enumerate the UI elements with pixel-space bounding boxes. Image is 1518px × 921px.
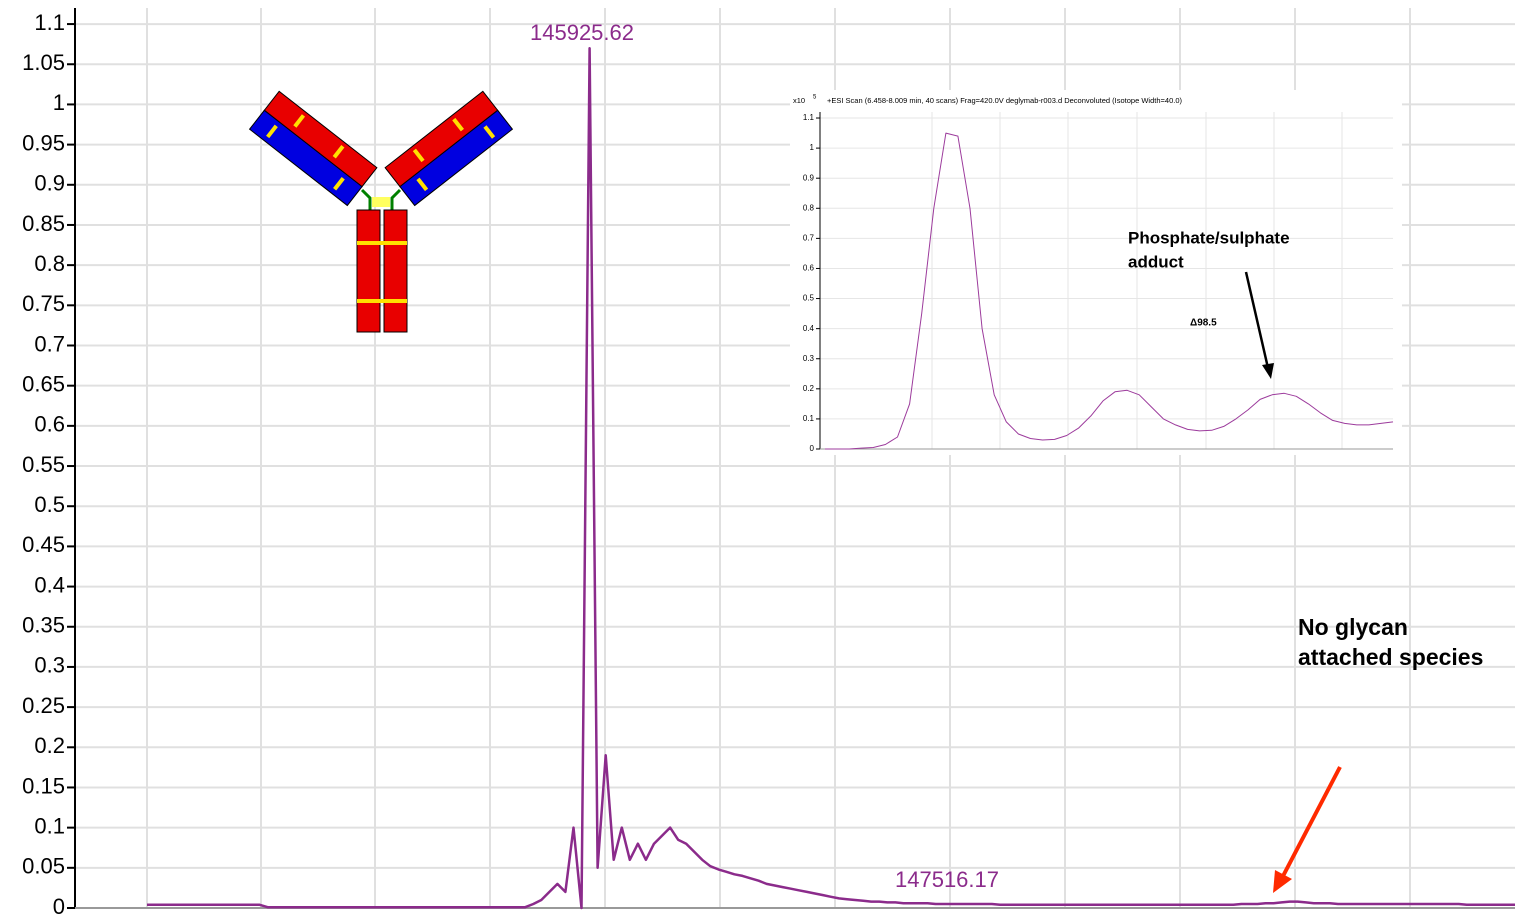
y-tick-label: 1.1 [34,10,65,35]
inset-plot: 0 0.1 0.2 0.3 0.4 0.5 0.6 0.7 0.8 0.9 1 1.1 [803,112,1394,453]
annotation: attached species [1298,644,1483,670]
y-tick-label: 1 [810,143,815,152]
peak-label: 147516.17 [895,867,999,892]
antibody-diagram [248,90,514,333]
series-line [825,132,1394,450]
y-tick-label: 0.05 [22,854,65,879]
y-tick-label: 0.9 [34,171,65,196]
y-multiplier: x10 [793,96,805,105]
y-tick-label: 0.9 [803,173,815,182]
y-tick-label: 0.15 [22,773,65,798]
y-tick-label: 0.6 [34,412,65,437]
y-tick-label: 0.2 [803,384,815,393]
y-tick-label: 0.4 [34,572,65,597]
y-tick-label: 0.6 [803,264,815,273]
y-tick-label: 0.35 [22,613,65,638]
annotation: No glycan [1298,614,1408,640]
y-tick-label: 0.45 [22,532,65,557]
y-tick-label: 1.05 [22,50,65,75]
arrow [1273,766,1342,893]
y-tick-label: 0.2 [34,733,65,758]
y-tick-label: 0.95 [22,130,65,155]
y-tick-label: 1 [53,90,65,115]
y-tick-label: 0.1 [34,813,65,838]
y-tick-label: 0.8 [803,203,815,212]
annotation: Δ98.5 [1190,318,1217,329]
y-tick-label: 0.5 [34,492,65,517]
y-exponent: 5 [813,95,817,101]
y-tick-label: 0.65 [22,371,65,396]
peak-label: 145925.62 [530,20,634,45]
arrow [1244,271,1274,379]
y-tick-label: 0.1 [803,414,815,423]
y-tick-label: 0.4 [803,324,815,333]
y-tick-label: 0 [53,894,65,919]
y-tick-label: 0 [810,444,815,453]
y-tick-label: 0.75 [22,291,65,316]
y-tick-label: 1.1 [803,113,815,122]
inset-title: +ESI Scan (6.458-8.009 min, 40 scans) Fr… [827,96,1183,105]
inset-background [790,90,1402,455]
annotation: adduct [1128,252,1184,271]
y-tick-label: 0.3 [34,653,65,678]
y-tick-label: 0.7 [803,233,815,242]
annotation: Phosphate/sulphate [1128,228,1290,247]
y-tick-label: 0.25 [22,693,65,718]
y-tick-label: 0.8 [34,251,65,276]
series-line [147,46,1515,910]
y-tick-label: 0.5 [803,294,815,303]
y-tick-label: 0.85 [22,211,65,236]
y-tick-label: 0.7 [34,331,65,356]
y-tick-label: 0.3 [803,354,815,363]
main-plot: 00.050.10.150.20.250.30.350.40.450.50.55… [22,8,1515,919]
y-tick-label: 0.55 [22,452,65,477]
